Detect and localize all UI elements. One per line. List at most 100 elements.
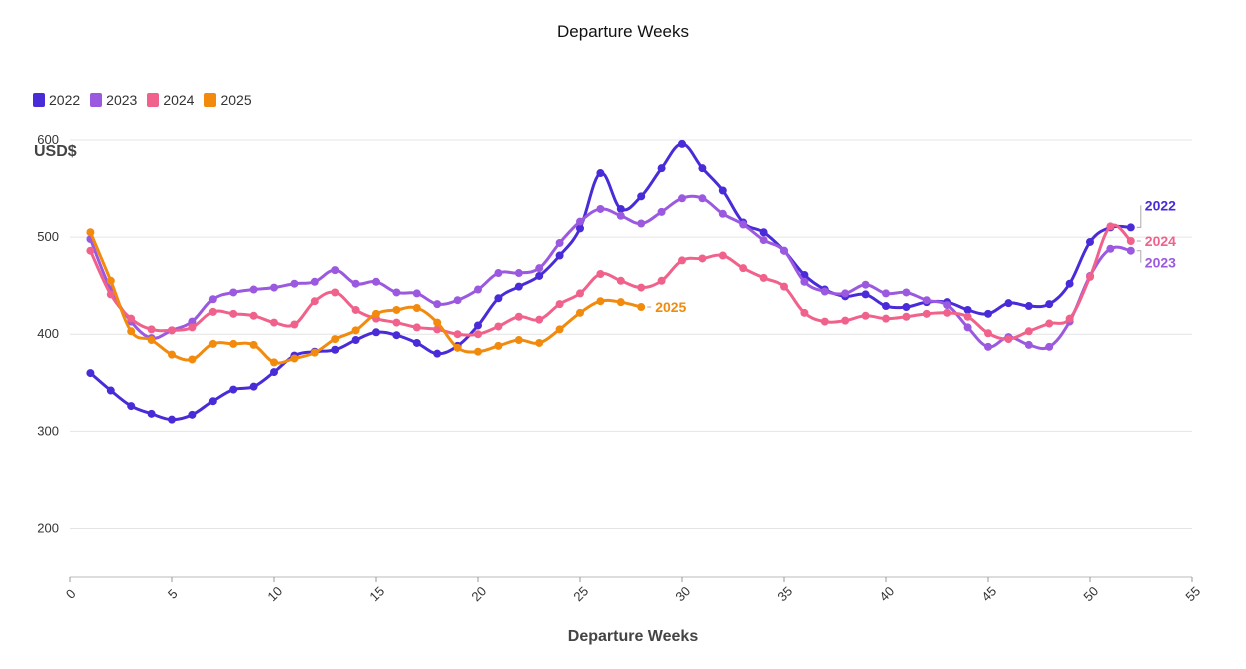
data-point-2025-week-14 xyxy=(351,326,360,335)
data-point-2025-week-10 xyxy=(270,358,278,367)
data-point-2024-week-3 xyxy=(127,314,136,323)
data-point-2023-week-30 xyxy=(678,194,686,203)
data-point-2023-week-28 xyxy=(637,219,646,228)
data-point-2023-week-32 xyxy=(718,209,727,218)
legend-label-2024: 2024 xyxy=(163,92,195,108)
data-point-2025-week-28 xyxy=(637,303,646,312)
data-point-2024-week-1 xyxy=(86,246,95,255)
data-point-2025-week-4 xyxy=(147,336,156,345)
data-point-2023-week-6 xyxy=(188,317,197,326)
y-axis-title: USD$ xyxy=(34,143,77,160)
data-point-2025-week-1 xyxy=(86,228,95,237)
data-point-2024-week-51 xyxy=(1106,222,1115,231)
data-point-2024-week-44 xyxy=(963,312,972,321)
x-tick-label: 50 xyxy=(1080,583,1101,604)
data-point-2023-week-29 xyxy=(657,207,666,216)
data-point-2025-week-8 xyxy=(229,339,238,348)
data-point-2025-week-12 xyxy=(310,348,319,357)
data-point-2023-week-42 xyxy=(922,296,931,305)
x-tick-label: 45 xyxy=(978,583,999,604)
data-point-2022-week-8 xyxy=(229,385,238,394)
x-tick-label: 30 xyxy=(672,583,693,604)
data-point-2023-week-13 xyxy=(331,266,340,275)
data-point-2024-week-39 xyxy=(861,311,870,320)
data-point-2025-week-5 xyxy=(168,350,176,359)
y-tick-label: 600 xyxy=(37,132,59,147)
data-point-2023-week-10 xyxy=(270,283,278,292)
data-point-2023-week-48 xyxy=(1045,342,1054,351)
series-line-2025 xyxy=(88,230,643,365)
data-point-2022-week-48 xyxy=(1045,300,1054,309)
data-point-2022-week-9 xyxy=(249,382,258,391)
data-point-2024-week-49 xyxy=(1065,314,1074,323)
data-point-2023-week-16 xyxy=(392,288,401,297)
x-tick-label: 0 xyxy=(63,586,79,602)
data-point-2023-week-25 xyxy=(576,217,584,226)
data-point-2022-week-28 xyxy=(637,192,646,201)
x-tick-label: 5 xyxy=(165,586,181,602)
data-point-2023-week-38 xyxy=(841,289,850,298)
data-point-2024-week-41 xyxy=(902,312,911,321)
data-point-2023-week-44 xyxy=(963,323,972,332)
data-point-2025-week-23 xyxy=(535,338,544,347)
data-point-2023-week-51 xyxy=(1106,244,1115,253)
data-point-2022-week-13 xyxy=(331,345,340,354)
series-line-2023 xyxy=(88,194,1133,351)
data-point-2022-week-29 xyxy=(657,164,666,173)
data-point-2023-week-47 xyxy=(1024,340,1033,349)
end-label-2024: 2024 xyxy=(1145,233,1176,249)
data-point-2023-week-36 xyxy=(800,277,809,286)
data-point-2023-week-14 xyxy=(351,279,360,288)
data-point-2025-week-13 xyxy=(331,335,340,344)
data-point-2024-week-28 xyxy=(637,283,646,292)
legend-item-2022[interactable]: 2022 xyxy=(33,92,80,108)
data-point-2022-week-24 xyxy=(555,251,564,260)
data-point-2023-week-35 xyxy=(780,246,788,255)
data-point-2022-week-4 xyxy=(147,409,156,418)
data-point-2022-week-18 xyxy=(433,349,442,358)
data-point-2025-week-17 xyxy=(412,304,421,313)
data-point-2024-week-6 xyxy=(188,323,197,332)
data-point-2024-week-11 xyxy=(290,320,299,329)
data-point-2023-week-19 xyxy=(453,296,462,305)
data-point-2022-week-23 xyxy=(535,271,544,280)
legend-swatch-2023 xyxy=(90,93,103,107)
data-point-2025-week-19 xyxy=(453,343,462,352)
data-point-2025-week-24 xyxy=(555,325,564,334)
legend-item-2025[interactable]: 2025 xyxy=(204,92,252,108)
legend-label-2022: 2022 xyxy=(49,92,81,108)
data-point-2024-week-47 xyxy=(1024,327,1033,336)
data-point-2025-week-21 xyxy=(494,341,503,350)
data-point-2024-week-30 xyxy=(678,256,686,265)
data-point-2022-week-17 xyxy=(412,338,421,347)
data-point-2025-week-27 xyxy=(616,298,625,307)
x-tick-label: 20 xyxy=(468,583,489,604)
data-point-2024-week-33 xyxy=(739,264,748,273)
x-axis-title: Departure Weeks xyxy=(567,628,699,645)
legend-item-2023[interactable]: 2023 xyxy=(90,92,137,108)
legend-item-2024[interactable]: 2024 xyxy=(147,92,194,108)
data-point-2024-week-34 xyxy=(759,273,768,282)
x-tick-label: 25 xyxy=(570,583,591,604)
data-point-2022-week-46 xyxy=(1004,299,1013,308)
data-point-2024-week-37 xyxy=(820,317,829,326)
data-point-2022-week-22 xyxy=(514,282,523,291)
y-tick-label: 400 xyxy=(37,326,59,341)
data-point-2024-week-43 xyxy=(943,308,952,317)
data-point-2022-week-52 xyxy=(1126,223,1135,232)
data-point-2022-week-30 xyxy=(678,139,686,148)
data-point-2022-week-5 xyxy=(168,415,176,424)
series-line-2024 xyxy=(88,223,1133,341)
data-point-2025-week-15 xyxy=(372,309,380,318)
data-point-2022-week-34 xyxy=(759,228,768,237)
data-point-2022-week-32 xyxy=(718,186,727,195)
x-tick-label: 40 xyxy=(876,583,897,604)
data-point-2024-week-26 xyxy=(596,270,605,279)
data-point-2025-week-20 xyxy=(474,347,482,356)
data-point-2024-week-13 xyxy=(331,288,340,297)
data-point-2022-week-27 xyxy=(616,204,625,213)
data-point-2024-week-10 xyxy=(270,318,278,327)
data-point-2022-week-47 xyxy=(1024,302,1033,311)
y-tick-label: 500 xyxy=(37,229,59,244)
